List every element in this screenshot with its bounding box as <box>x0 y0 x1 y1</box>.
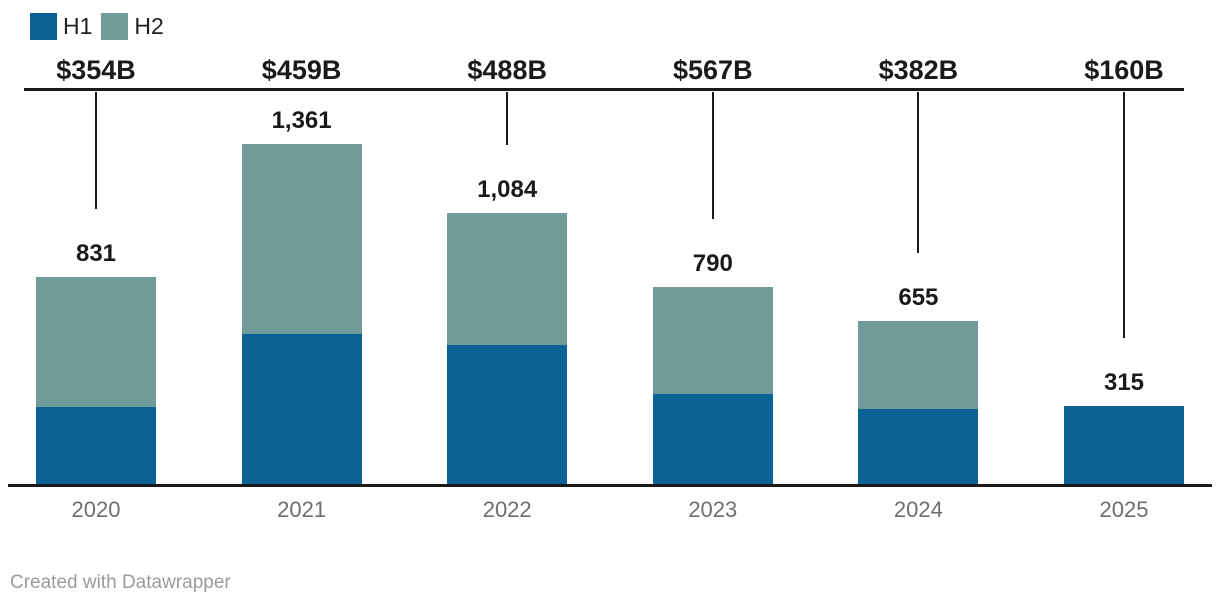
datawrapper-attribution-link[interactable]: Created with Datawrapper <box>10 572 231 593</box>
connector-line-2025 <box>1123 92 1125 339</box>
bar-segment-h2-2020[interactable] <box>36 276 156 408</box>
year-label-2021: 2021 <box>277 497 327 522</box>
bar-segment-h2-2022[interactable] <box>447 213 568 345</box>
value-line-label-2020: $354B <box>56 55 136 85</box>
bar-segment-h2-2021[interactable] <box>241 144 362 334</box>
bar-segment-h1-2022[interactable] <box>447 344 568 485</box>
bar-segment-h1-2020[interactable] <box>36 407 156 485</box>
year-label-2023: 2023 <box>688 497 738 522</box>
legend: H1 H2 <box>30 13 164 40</box>
total-label-2021: 1,361 <box>271 107 332 135</box>
bar-segment-h2-2023[interactable] <box>652 287 773 395</box>
connector-line-2020 <box>95 92 97 209</box>
bar-segment-h1-2021[interactable] <box>241 333 362 485</box>
connector-line-2023 <box>711 92 714 220</box>
legend-item-h1: H1 <box>30 13 92 40</box>
total-label-2020: 831 <box>75 239 117 267</box>
value-line-label-2024: $382B <box>878 55 959 85</box>
connector-line-2024 <box>917 92 920 253</box>
total-label-2025: 315 <box>1103 369 1145 397</box>
connector-line-2022 <box>506 92 509 146</box>
total-label-2023: 790 <box>692 250 733 278</box>
value-line-label-2022: $488B <box>467 55 547 85</box>
year-label-2025: 2025 <box>1099 497 1149 522</box>
legend-swatch-h2 <box>101 13 129 40</box>
legend-label-h2: H2 <box>134 13 164 39</box>
bar-segment-h1-2023[interactable] <box>652 394 773 485</box>
value-line-label-2021: $459B <box>261 55 342 85</box>
bar-segment-h2-2024[interactable] <box>858 320 979 410</box>
value-axis-line <box>24 88 1184 91</box>
legend-swatch-h1 <box>30 13 57 40</box>
year-label-2024: 2024 <box>893 497 943 522</box>
bar-segment-h1-2025[interactable] <box>1064 406 1184 485</box>
value-line-label-2023: $567B <box>673 55 753 85</box>
total-label-2022: 1,084 <box>477 176 538 204</box>
value-line-label-2025: $160B <box>1084 55 1164 85</box>
total-label-2024: 655 <box>898 283 939 311</box>
legend-label-h1: H1 <box>63 13 93 39</box>
bar-segment-h1-2024[interactable] <box>858 409 979 485</box>
baseline-axis-line <box>8 484 1212 487</box>
year-label-2020: 2020 <box>71 497 121 522</box>
legend-item-h2: H2 <box>101 13 164 40</box>
year-label-2022: 2022 <box>482 497 532 522</box>
